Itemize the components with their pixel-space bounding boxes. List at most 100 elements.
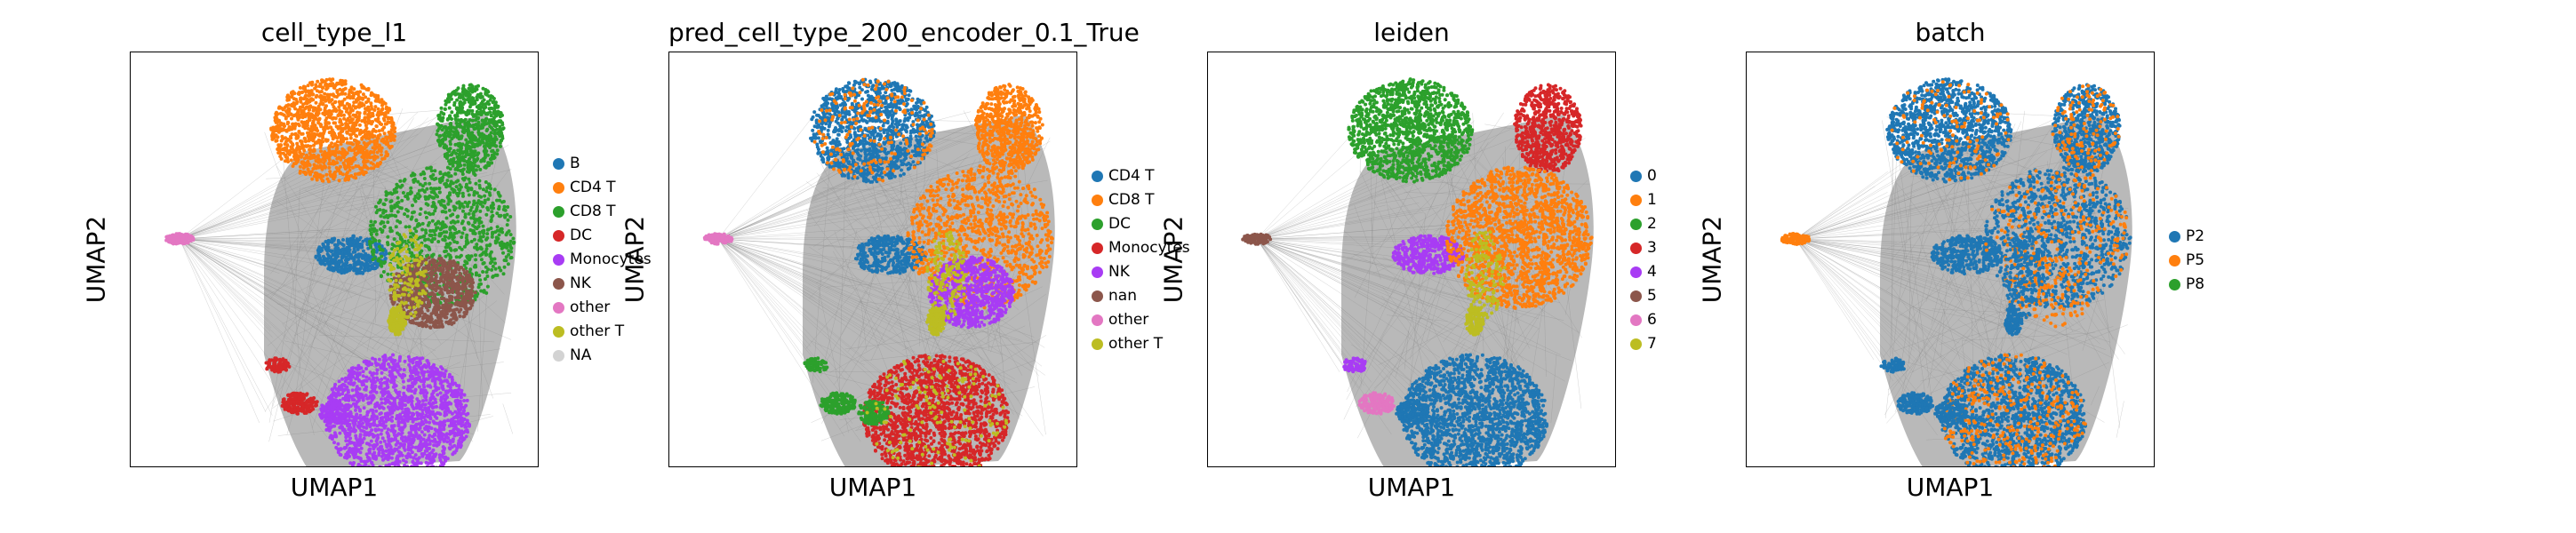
- cell-point: [423, 228, 428, 233]
- cell-point: [318, 257, 323, 261]
- cell-point: [477, 92, 482, 97]
- cell-point: [439, 226, 444, 230]
- cell-point: [334, 263, 339, 267]
- cell-point: [475, 204, 479, 209]
- cell-point: [327, 239, 332, 243]
- cell-point: [296, 117, 300, 122]
- cell-point: [460, 221, 464, 226]
- cell-point: [342, 116, 347, 121]
- cell-point: [285, 93, 290, 98]
- cell-point: [480, 229, 484, 234]
- cell-point: [424, 197, 428, 202]
- cell-point: [463, 259, 468, 264]
- cell-point: [499, 144, 502, 148]
- cell-point: [412, 227, 417, 231]
- cell-point: [307, 111, 310, 115]
- cell-point: [356, 144, 360, 148]
- cell-point: [344, 269, 348, 274]
- cell-point: [340, 268, 345, 273]
- cell-point: [506, 205, 510, 209]
- cell-point: [336, 114, 340, 117]
- cell-point: [498, 120, 502, 124]
- cell-point: [442, 259, 446, 264]
- cell-point: [466, 220, 470, 225]
- cell-point: [358, 128, 363, 132]
- cell-point: [377, 147, 381, 152]
- cell-point: [428, 194, 432, 198]
- cell-point: [172, 237, 176, 242]
- cell-point: [484, 250, 488, 254]
- cell-point: [445, 290, 450, 295]
- cell-point: [431, 201, 436, 204]
- cell-point: [299, 96, 303, 100]
- cell-point: [428, 212, 433, 217]
- cell-point: [308, 163, 312, 167]
- cell-point: [355, 271, 359, 275]
- cell-point: [327, 146, 331, 150]
- cell-point: [302, 171, 307, 175]
- cell-point: [355, 385, 359, 389]
- cell-point: [428, 187, 433, 190]
- cell-point: [331, 159, 335, 163]
- cell-point: [349, 132, 353, 137]
- cell-point: [319, 124, 324, 129]
- cell-point: [343, 79, 348, 84]
- cell-point: [454, 248, 459, 252]
- cell-point: [278, 143, 283, 147]
- cell-point: [435, 226, 439, 230]
- cell-point: [456, 281, 460, 285]
- cell-point: [303, 164, 308, 169]
- cell-point: [426, 377, 430, 381]
- cell-point: [290, 95, 293, 99]
- cell-point: [304, 105, 308, 109]
- cell-point: [467, 193, 471, 197]
- cell-point: [394, 186, 398, 190]
- cell-point: [466, 274, 470, 278]
- cell-point: [331, 137, 335, 141]
- cell-point: [371, 130, 375, 133]
- cell-point: [334, 147, 339, 151]
- cell-point: [292, 155, 296, 159]
- cell-point: [307, 107, 311, 112]
- cell-point: [433, 301, 437, 306]
- cell-point: [459, 157, 462, 162]
- cell-point: [498, 198, 501, 203]
- cell-point: [309, 112, 314, 116]
- cell-point: [405, 209, 410, 213]
- cell-point: [420, 227, 425, 232]
- cell-point: [454, 255, 459, 259]
- cell-point: [463, 117, 468, 122]
- cell-point: [340, 172, 345, 177]
- cell-point: [444, 264, 448, 268]
- cell-point: [320, 259, 324, 264]
- cell-point: [477, 179, 482, 183]
- cell-point: [285, 156, 290, 161]
- cell-point: [452, 204, 456, 209]
- cell-point: [460, 125, 465, 130]
- cell-point: [339, 81, 343, 85]
- cell-point: [484, 137, 489, 141]
- cell-point: [456, 179, 460, 183]
- cell-point: [352, 259, 356, 263]
- cell-point: [361, 135, 365, 139]
- cell-point: [452, 100, 457, 105]
- cell-point: [379, 263, 383, 266]
- cell-point: [311, 92, 316, 97]
- cell-point: [300, 112, 304, 116]
- cell-point: [339, 140, 343, 145]
- cell-point: [343, 165, 347, 170]
- cell-point: [357, 149, 361, 154]
- cell-point: [348, 156, 353, 161]
- cell-point: [167, 238, 172, 243]
- cell-point: [301, 86, 306, 91]
- cell-point: [409, 186, 413, 190]
- cell-point: [338, 108, 341, 113]
- cell-point: [301, 102, 306, 107]
- cell-point: [359, 83, 364, 87]
- cell-point: [424, 202, 428, 206]
- cell-point: [380, 450, 385, 455]
- cell-point: [316, 154, 321, 158]
- cell-point: [444, 273, 448, 277]
- cell-point: [321, 254, 325, 259]
- cell-point: [330, 98, 334, 102]
